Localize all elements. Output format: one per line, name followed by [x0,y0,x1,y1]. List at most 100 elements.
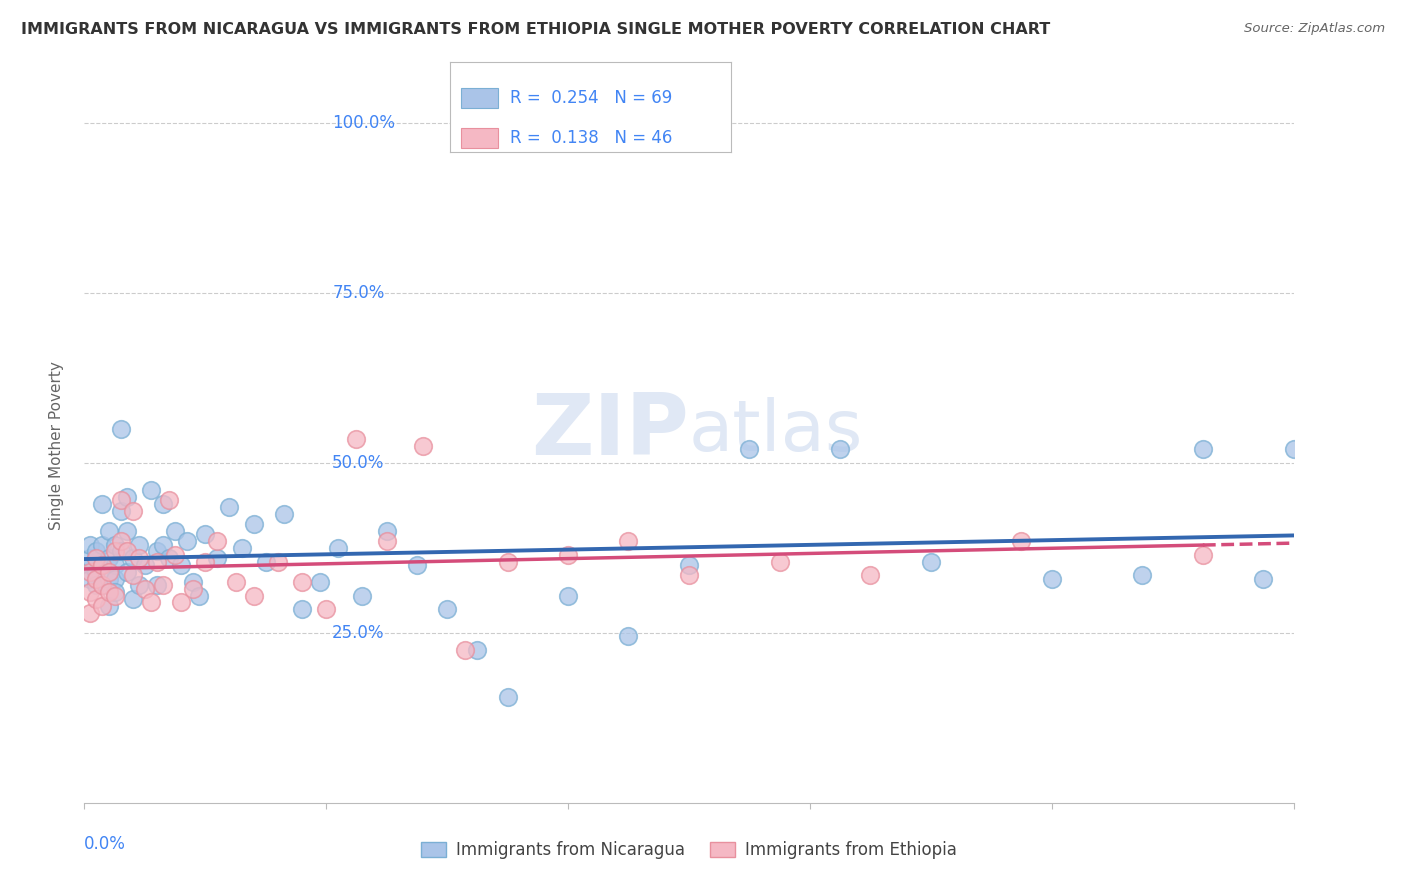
Point [91,578,114,592]
Point [170,558,193,572]
Point [115,490,138,504]
Point [412,439,434,453]
Point [309,574,332,589]
Point [231,541,253,555]
Point [79,558,101,572]
Point [104,537,127,551]
Text: Source: ZipAtlas.com: Source: ZipAtlas.com [1244,22,1385,36]
Point [86,551,108,566]
Point [157,551,180,566]
Point [110,493,132,508]
Point [194,555,217,569]
Point [406,558,429,572]
Point [115,544,138,558]
Text: atlas: atlas [689,397,863,467]
Point [1191,442,1213,457]
Point [467,643,489,657]
Text: ZIP: ZIP [531,390,689,474]
Point [617,629,640,643]
Text: 25.0%: 25.0% [332,624,385,642]
Point [104,544,127,558]
Point [267,555,290,569]
Point [134,582,156,596]
Point [146,555,169,569]
Bar [461,88,498,108]
Point [920,555,942,569]
Point [738,442,761,457]
Point [97,585,120,599]
Point [97,599,120,613]
Point [496,555,519,569]
Point [91,578,114,592]
Point [617,534,640,549]
Point [194,527,217,541]
Point [86,565,108,579]
Point [273,507,295,521]
Text: 0.0%: 0.0% [84,835,127,853]
Point [79,572,101,586]
Point [496,690,519,705]
Point [291,574,314,589]
Point [678,568,700,582]
Point [176,534,198,549]
Point [91,537,114,551]
Point [557,548,579,562]
Point [121,551,143,566]
Point [454,643,477,657]
Point [110,422,132,436]
Text: IMMIGRANTS FROM NICARAGUA VS IMMIGRANTS FROM ETHIOPIA SINGLE MOTHER POVERTY CORR: IMMIGRANTS FROM NICARAGUA VS IMMIGRANTS … [21,22,1050,37]
Point [134,558,156,572]
Point [315,602,337,616]
Point [86,572,108,586]
Point [86,544,108,558]
Point [346,432,368,446]
Point [91,497,114,511]
Y-axis label: Single Mother Poverty: Single Mother Poverty [49,361,63,531]
Point [97,565,120,579]
Point [104,572,127,586]
Point [152,497,174,511]
Point [375,534,398,549]
Point [128,578,150,592]
Point [1251,572,1274,586]
Point [163,548,186,562]
Point [115,565,138,579]
Point [218,500,240,515]
Point [859,568,882,582]
Point [181,574,204,589]
Text: 75.0%: 75.0% [332,284,385,302]
Point [1191,548,1213,562]
Point [152,578,174,592]
Point [104,589,127,603]
Point [79,565,101,579]
Point [104,585,127,599]
Point [152,537,174,551]
Point [146,544,169,558]
Point [242,589,264,603]
Point [1130,568,1153,582]
Point [170,595,193,609]
Point [769,555,792,569]
Point [139,595,162,609]
Point [97,551,120,566]
Point [91,599,114,613]
Point [86,591,108,606]
Point [254,555,277,569]
Point [110,544,132,558]
Point [678,558,700,572]
Point [207,551,229,566]
Point [830,442,852,457]
Point [225,574,247,589]
Point [79,551,101,566]
Point [86,578,108,592]
Point [79,537,101,551]
Point [352,589,374,603]
Point [79,606,101,620]
Point [139,483,162,498]
Point [188,589,211,603]
Point [291,602,314,616]
Text: 50.0%: 50.0% [332,454,385,472]
Text: R =  0.254   N = 69: R = 0.254 N = 69 [509,89,672,107]
Point [128,537,150,551]
Point [157,493,180,508]
